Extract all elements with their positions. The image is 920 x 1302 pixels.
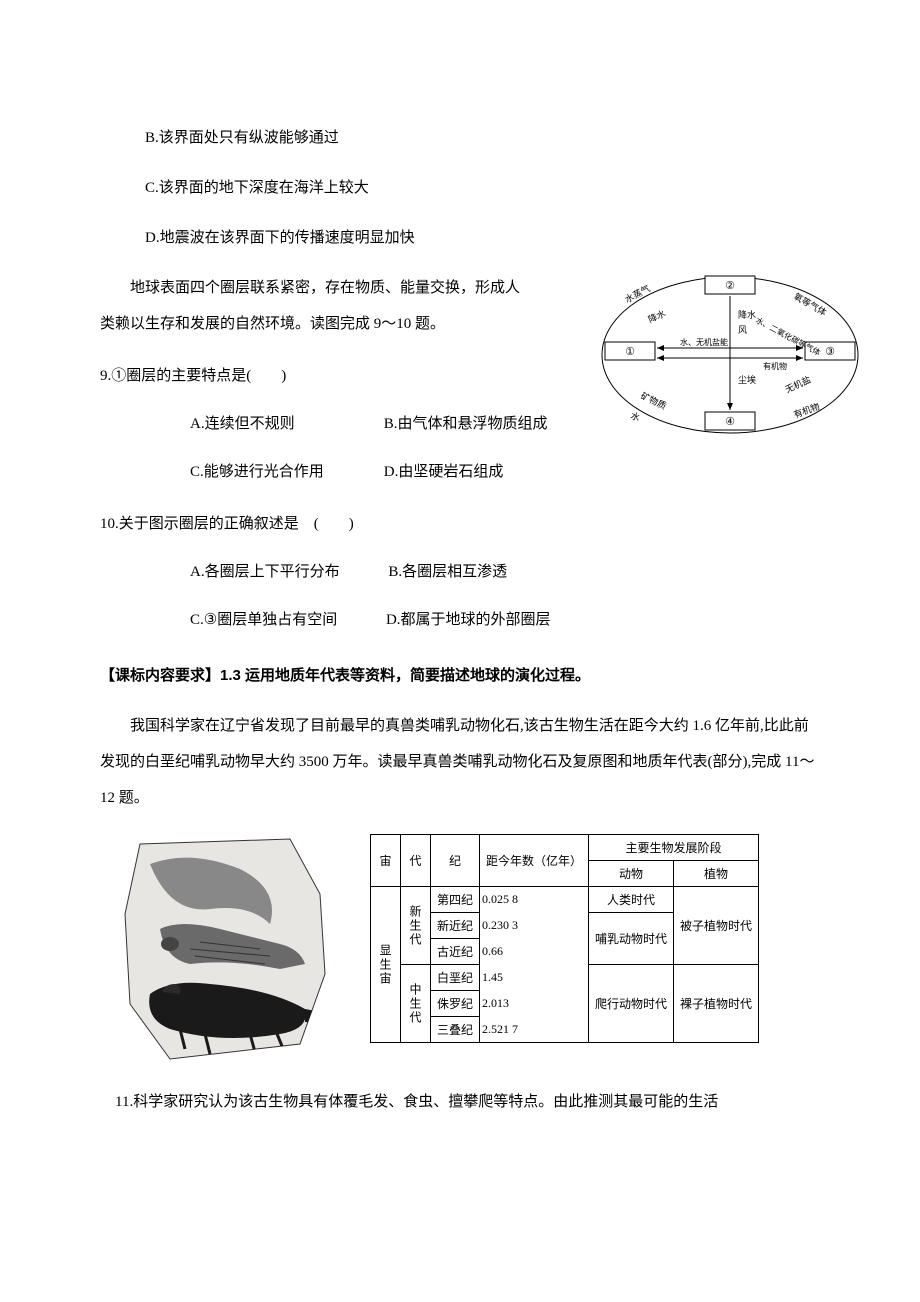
svg-text:降水: 降水 xyxy=(738,309,756,320)
svg-text:有机物: 有机物 xyxy=(792,400,821,420)
cell-year-n: 0.230 3 xyxy=(480,913,589,939)
fossil-image xyxy=(110,834,340,1064)
cell-mammal: 哺乳动物时代 xyxy=(589,913,674,965)
th-period: 纪 xyxy=(431,835,480,887)
th-stage: 主要生物发展阶段 xyxy=(589,835,759,861)
cell-eon: 显生宙 xyxy=(371,887,401,1043)
q9-option-a[interactable]: A.连续但不规则 xyxy=(145,406,335,442)
svg-text:②: ② xyxy=(725,280,735,292)
th-plant: 植物 xyxy=(674,861,759,887)
cell-cenozoic: 新生代 xyxy=(401,887,431,965)
images-row: 宙 代 纪 距今年数（亿年） 主要生物发展阶段 动物 植物 显生宙 新生代 第四… xyxy=(100,834,820,1064)
th-years: 距今年数（亿年） xyxy=(480,835,589,887)
q10-option-a[interactable]: A.各圈层上下平行分布 xyxy=(145,554,340,590)
svg-text:③: ③ xyxy=(825,346,835,358)
svg-text:矿物质: 矿物质 xyxy=(639,390,668,411)
cell-cretaceous: 白垩纪 xyxy=(431,965,480,991)
svg-text:风: 风 xyxy=(738,325,747,335)
q10-option-c[interactable]: C.③圈层单独占有空间 xyxy=(145,602,337,638)
cell-year-p: 0.66 xyxy=(480,939,589,965)
svg-text:降水: 降水 xyxy=(646,307,667,325)
cell-year-j: 2.013 xyxy=(480,991,589,1017)
svg-text:有机物: 有机物 xyxy=(763,361,787,371)
q9-option-c[interactable]: C.能够进行光合作用 xyxy=(145,454,335,490)
context-9-10: 地球表面四个圈层联系紧密，存在物质、能量交换，形成人类赖以生存和发展的自然环境。… xyxy=(100,270,530,342)
q9-options-row2: C.能够进行光合作用 D.由坚硬岩石组成 xyxy=(100,454,820,490)
cell-neogene: 新近纪 xyxy=(431,913,480,939)
cell-gymnosperm: 裸子植物时代 xyxy=(674,965,759,1043)
q9-option-d[interactable]: D.由坚硬岩石组成 xyxy=(339,454,529,490)
th-era: 代 xyxy=(401,835,431,887)
svg-text:尘埃: 尘埃 xyxy=(738,374,756,385)
q9-option-b[interactable]: B.由气体和悬浮物质组成 xyxy=(339,406,548,442)
q8-option-c[interactable]: C.该界面的地下深度在海洋上较大 xyxy=(100,170,820,206)
heading-1-3: 【课标内容要求】1.3 运用地质年代表等资料，简要描述地球的演化过程。 xyxy=(100,658,820,694)
geologic-table: 宙 代 纪 距今年数（亿年） 主要生物发展阶段 动物 植物 显生宙 新生代 第四… xyxy=(370,834,759,1043)
q8-option-b[interactable]: B.该界面处只有纵波能够通过 xyxy=(100,120,820,156)
svg-text:水、二氧化碳等气体: 水、二氧化碳等气体 xyxy=(754,315,822,358)
svg-text:①: ① xyxy=(625,346,635,358)
q10-stem: 10.关于图示圈层的正确叙述是 ( ) xyxy=(100,506,820,542)
cell-triassic: 三叠纪 xyxy=(431,1017,480,1043)
cell-year-k: 1.45 xyxy=(480,965,589,991)
q11-stem: 11.科学家研究认为该古生物具有体覆毛发、食虫、擅攀爬等特点。由此推测其最可能的… xyxy=(100,1084,820,1120)
context-11-12: 我国科学家在辽宁省发现了目前最早的真兽类哺乳动物化石,该古生物生活在距今大约 1… xyxy=(100,708,820,816)
th-eon: 宙 xyxy=(371,835,401,887)
cell-mesozoic: 中生代 xyxy=(401,965,431,1043)
q10-option-b[interactable]: B.各圈层相互渗透 xyxy=(343,554,533,590)
cell-quaternary: 第四纪 xyxy=(431,887,480,913)
cell-jurassic: 侏罗纪 xyxy=(431,991,480,1017)
cell-year-q: 0.025 8 xyxy=(480,887,589,913)
q10-options-row1: A.各圈层上下平行分布 B.各圈层相互渗透 xyxy=(100,554,820,590)
q10-option-d[interactable]: D.都属于地球的外部圈层 xyxy=(341,602,551,638)
svg-text:无机盐: 无机盐 xyxy=(783,373,812,394)
th-animal: 动物 xyxy=(589,861,674,887)
q8-option-d[interactable]: D.地震波在该界面下的传播速度明显加快 xyxy=(100,220,820,256)
cell-human: 人类时代 xyxy=(589,887,674,913)
svg-text:水: 水 xyxy=(629,410,641,423)
svg-text:水、无机盐能: 水、无机盐能 xyxy=(680,337,728,347)
sphere-diagram: ② ① ③ ④ 降水 风 尘埃 水、无机盐能 有机物 水蒸气 降水 氧等气体 水… xyxy=(595,270,865,445)
cell-year-t: 2.521 7 xyxy=(480,1017,589,1043)
svg-text:④: ④ xyxy=(725,416,735,428)
cell-paleogene: 古近纪 xyxy=(431,939,480,965)
cell-reptile: 爬行动物时代 xyxy=(589,965,674,1043)
cell-angiosperm: 被子植物时代 xyxy=(674,887,759,965)
q10-options-row2: C.③圈层单独占有空间 D.都属于地球的外部圈层 xyxy=(100,602,820,638)
